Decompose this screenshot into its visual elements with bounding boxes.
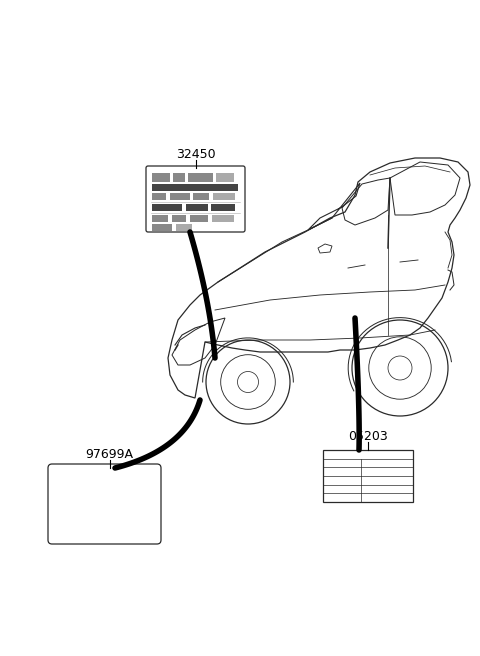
Bar	[152, 215, 168, 222]
FancyBboxPatch shape	[146, 166, 245, 232]
Bar	[188, 173, 213, 182]
Bar	[211, 204, 235, 211]
Bar	[152, 184, 238, 191]
Bar	[193, 193, 209, 200]
Text: 97699A: 97699A	[86, 447, 134, 461]
Bar	[190, 215, 208, 222]
Text: 32450: 32450	[176, 148, 216, 161]
Bar	[152, 173, 170, 182]
Bar	[216, 173, 234, 182]
Bar	[176, 224, 192, 231]
Bar	[172, 215, 186, 222]
Bar	[170, 193, 190, 200]
Bar	[186, 204, 208, 211]
Bar	[152, 224, 172, 231]
Bar	[152, 193, 166, 200]
Bar	[213, 193, 235, 200]
Polygon shape	[318, 244, 332, 253]
Bar	[152, 204, 182, 211]
Bar	[212, 215, 234, 222]
Text: 05203: 05203	[348, 430, 388, 443]
Bar	[323, 450, 413, 502]
FancyBboxPatch shape	[48, 464, 161, 544]
Bar	[173, 173, 185, 182]
